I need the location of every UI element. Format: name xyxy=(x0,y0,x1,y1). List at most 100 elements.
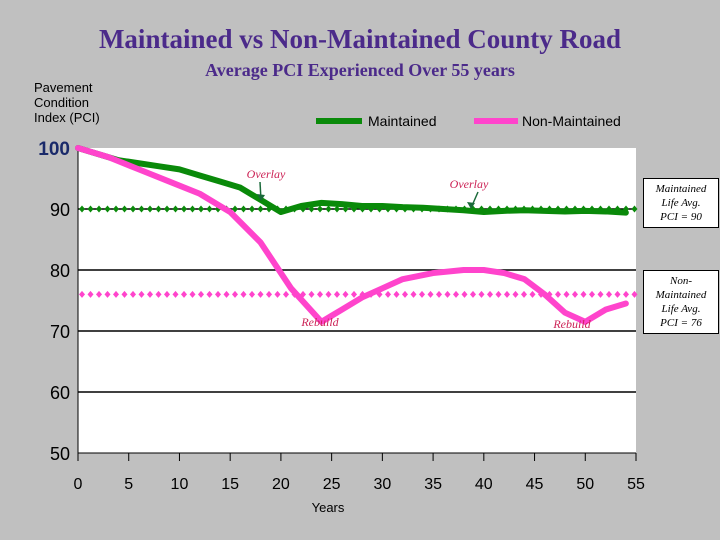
overlay-annotation: Overlay xyxy=(450,177,489,191)
average-marker xyxy=(436,290,442,298)
annotation-arrowhead xyxy=(467,202,475,209)
x-tick-label: 45 xyxy=(526,476,544,493)
average-marker xyxy=(147,205,153,213)
average-marker xyxy=(87,290,94,298)
x-tick-label: 25 xyxy=(323,476,341,493)
average-marker xyxy=(206,290,213,298)
average-marker xyxy=(495,290,502,298)
average-marker xyxy=(317,205,323,213)
average-marker xyxy=(172,290,179,298)
average-marker xyxy=(487,290,493,298)
average-marker xyxy=(121,290,128,298)
average-marker xyxy=(453,290,459,298)
average-marker xyxy=(198,290,204,298)
average-marker xyxy=(113,205,119,213)
average-marker xyxy=(206,205,213,213)
average-marker xyxy=(589,290,595,298)
average-marker xyxy=(461,290,468,298)
non-maintained-average-note: Non- Maintained Life Avg. PCI = 76 xyxy=(643,270,719,334)
average-marker xyxy=(512,290,519,298)
average-marker xyxy=(470,290,476,298)
average-marker xyxy=(317,290,323,298)
average-marker xyxy=(529,290,536,298)
average-marker xyxy=(521,290,527,298)
average-marker xyxy=(96,290,102,298)
y-tick-label: 80 xyxy=(50,261,70,281)
average-marker xyxy=(189,205,196,213)
average-marker xyxy=(79,205,85,213)
x-tick-label: 50 xyxy=(576,476,594,493)
average-marker xyxy=(427,290,434,298)
y-tick-label: 100 xyxy=(38,139,70,160)
note-line: PCI = 90 xyxy=(660,211,702,223)
average-marker xyxy=(351,290,357,298)
average-marker xyxy=(198,205,204,213)
average-marker xyxy=(96,205,102,213)
x-tick-label: 20 xyxy=(272,476,290,493)
average-marker xyxy=(240,290,247,298)
average-marker xyxy=(104,205,111,213)
maintained-average-note: Maintained Life Avg. PCI = 90 xyxy=(643,178,719,228)
average-marker xyxy=(334,205,340,213)
y-tick-label: 60 xyxy=(50,383,70,403)
average-marker xyxy=(130,205,136,213)
average-marker xyxy=(274,290,281,298)
average-marker xyxy=(385,290,391,298)
average-marker xyxy=(223,290,230,298)
x-tick-label: 40 xyxy=(475,476,493,493)
average-marker xyxy=(104,290,111,298)
note-line: Maintained xyxy=(655,289,707,301)
average-marker xyxy=(249,290,255,298)
average-marker xyxy=(249,205,255,213)
average-marker xyxy=(79,290,85,298)
y-tick-label: 50 xyxy=(50,444,70,464)
average-marker xyxy=(172,205,179,213)
non-maintained-series-line xyxy=(75,145,629,325)
average-marker xyxy=(623,290,629,298)
rebuild-annotation: Rebuild xyxy=(300,315,339,329)
y-axis-title-line: Condition xyxy=(34,95,89,110)
average-marker xyxy=(342,290,349,298)
legend-label-maintained: Maintained xyxy=(368,113,437,129)
average-marker xyxy=(155,205,162,213)
average-marker xyxy=(130,290,136,298)
average-marker xyxy=(266,290,272,298)
average-marker xyxy=(189,290,196,298)
average-marker xyxy=(257,205,264,213)
average-marker xyxy=(257,290,264,298)
y-axis-title-line: Pavement xyxy=(34,80,93,95)
maintained-series-line xyxy=(75,145,629,216)
x-tick-label: 10 xyxy=(171,476,189,493)
average-marker xyxy=(614,290,621,298)
average-marker xyxy=(215,290,221,298)
y-tick-label: 90 xyxy=(50,200,70,220)
note-line: Life Avg. xyxy=(661,197,701,209)
average-marker xyxy=(308,290,315,298)
x-tick-label: 35 xyxy=(424,476,442,493)
average-marker xyxy=(410,290,417,298)
legend-label-non-maintained: Non-Maintained xyxy=(522,113,621,129)
average-marker xyxy=(87,205,94,213)
average-marker xyxy=(631,290,638,298)
average-marker xyxy=(402,290,408,298)
annotation-arrowhead xyxy=(257,194,265,201)
average-marker xyxy=(419,290,425,298)
average-marker xyxy=(572,290,578,298)
average-marker xyxy=(606,290,612,298)
average-marker xyxy=(478,290,485,298)
average-marker xyxy=(138,290,145,298)
x-tick-label: 55 xyxy=(627,476,645,493)
average-marker xyxy=(563,290,570,298)
average-marker xyxy=(232,205,238,213)
y-axis-title: Pavement Condition Index (PCI) xyxy=(34,80,100,125)
average-marker xyxy=(631,205,638,213)
average-marker xyxy=(580,290,587,298)
average-marker xyxy=(504,290,510,298)
average-marker xyxy=(113,290,119,298)
average-marker xyxy=(181,205,187,213)
chart-subtitle: Average PCI Experienced Over 55 years xyxy=(205,60,515,80)
average-marker xyxy=(232,290,238,298)
average-marker xyxy=(325,290,332,298)
average-marker xyxy=(240,205,247,213)
